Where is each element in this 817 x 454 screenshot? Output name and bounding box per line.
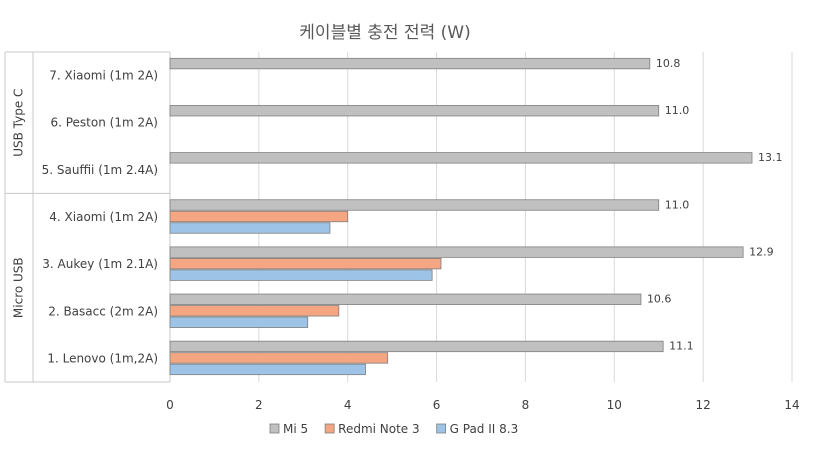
category-label: 3. Aukey (1m 2.1A) <box>42 257 158 271</box>
x-tick-label: 6 <box>433 398 441 412</box>
bar <box>169 340 664 353</box>
x-axis: 0 2 4 6 8 10 12 14 <box>166 398 799 412</box>
bar <box>169 246 744 258</box>
bar <box>169 352 389 364</box>
x-tick-label: 12 <box>696 398 711 412</box>
group-label: Micro USB <box>12 257 26 318</box>
data-label: 11.0 <box>665 198 690 211</box>
bar <box>169 105 660 117</box>
legend-label: G Pad II 8.3 <box>450 422 519 436</box>
x-tick-label: 4 <box>344 398 352 412</box>
category-label: 2. Basacc (2m 2A) <box>48 304 158 318</box>
category-label: 5. Sauffii (1m 2.4A) <box>42 163 158 177</box>
data-label: 13.1 <box>758 151 783 164</box>
legend-label: Redmi Note 3 <box>338 422 420 436</box>
bar <box>169 316 309 328</box>
bar <box>169 199 660 211</box>
x-tick-label: 0 <box>166 398 174 412</box>
data-label: 12.9 <box>749 245 774 258</box>
bar <box>169 57 651 70</box>
bar <box>169 222 331 234</box>
category-label: 6. Peston (1m 2A) <box>50 116 158 130</box>
category-groups: USB Type C Micro USB 7. Xiaomi (1m 2A) 6. P… <box>4 51 171 383</box>
data-label: 10.8 <box>656 57 681 70</box>
bar <box>169 269 433 281</box>
data-label: 11.0 <box>665 104 690 117</box>
bars <box>169 57 753 376</box>
bar <box>169 152 753 164</box>
group-label: USB Type C <box>12 89 26 157</box>
category-label: 4. Xiaomi (1m 2A) <box>49 210 158 224</box>
x-tick-label: 8 <box>522 398 530 412</box>
data-label: 10.6 <box>647 293 672 306</box>
bar <box>169 363 366 376</box>
bar <box>169 210 349 223</box>
bar <box>169 293 642 305</box>
legend-swatch <box>269 423 280 434</box>
data-labels: 10.8 11.0 13.1 11.0 12.9 10.6 11.1 <box>647 57 783 353</box>
bar <box>169 257 442 270</box>
x-tick-label: 2 <box>255 398 263 412</box>
legend: Mi 5 Redmi Note 3 G Pad II 8.3 <box>269 422 519 436</box>
legend-swatch <box>324 423 335 434</box>
x-tick-label: 14 <box>784 398 799 412</box>
category-label: 7. Xiaomi (1m 2A) <box>49 69 158 83</box>
bar <box>169 305 340 317</box>
data-label: 11.1 <box>669 340 694 353</box>
legend-label: Mi 5 <box>283 422 308 436</box>
chart-title: 케이블별 충전 전력 (W) <box>299 23 470 43</box>
x-tick-label: 10 <box>607 398 622 412</box>
legend-swatch <box>436 423 447 434</box>
category-label: 1. Lenovo (1m,2A) <box>47 351 158 365</box>
